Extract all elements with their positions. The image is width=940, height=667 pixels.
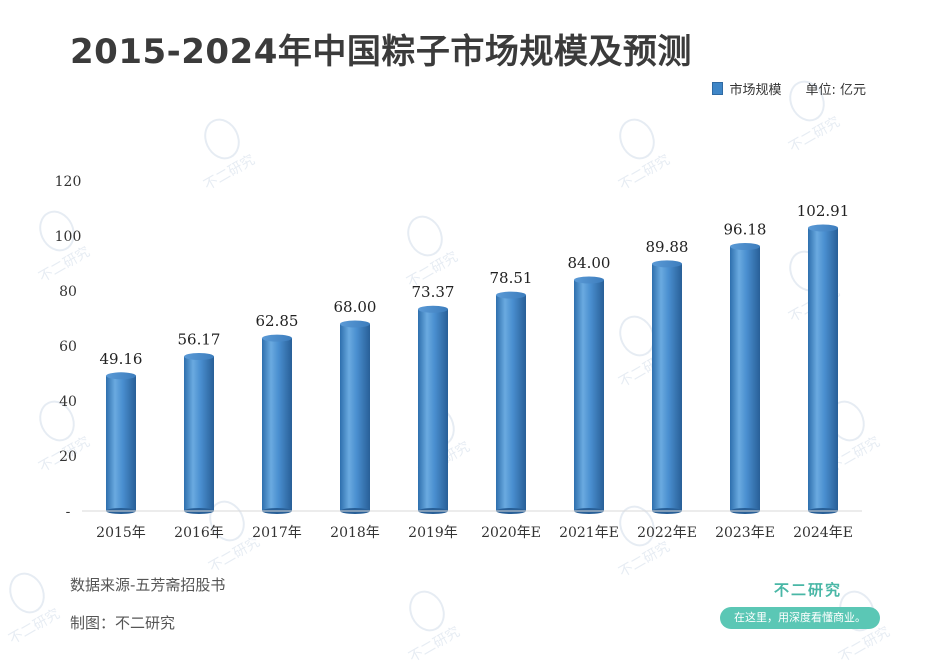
bar-group: 84.00 bbox=[568, 254, 611, 514]
x-tick-label: 2019年 bbox=[408, 525, 458, 541]
bar-value-label: 84.00 bbox=[568, 254, 611, 272]
y-tick-label: 60 bbox=[59, 339, 77, 355]
bar-cap bbox=[808, 224, 838, 232]
y-tick-label: 80 bbox=[59, 284, 77, 300]
bar-cap bbox=[340, 320, 370, 328]
bar-cap bbox=[496, 291, 526, 299]
x-tick-label: 2018年 bbox=[330, 525, 380, 541]
watermark-text: 不二研究 bbox=[6, 605, 63, 648]
bar-group: 56.17 bbox=[178, 331, 221, 514]
bar-group: 96.18 bbox=[724, 221, 767, 514]
y-tick-label: 40 bbox=[59, 394, 77, 410]
bar-value-label: 96.18 bbox=[724, 221, 767, 239]
y-tick-label: 100 bbox=[55, 229, 82, 245]
data-source-note: 数据来源-五芳斋招股书 bbox=[70, 576, 226, 594]
bar-cap bbox=[418, 305, 448, 313]
bar-value-label: 102.91 bbox=[797, 202, 850, 220]
bar-cap bbox=[106, 372, 136, 380]
x-tick-label: 2016年 bbox=[174, 525, 224, 541]
bar bbox=[262, 338, 292, 511]
bar-chart: - 20 40 60 80 100 120 49.16 56.17 62.85 68.00 73.3… bbox=[55, 174, 862, 541]
bar bbox=[808, 227, 838, 511]
watermark: 不二研究 bbox=[402, 584, 463, 666]
bar-value-label: 49.16 bbox=[100, 350, 143, 368]
bar-value-label: 62.85 bbox=[256, 312, 299, 330]
bar bbox=[418, 309, 448, 511]
legend-swatch bbox=[712, 82, 724, 95]
x-tick-label: 2023年E bbox=[715, 525, 775, 541]
x-tick-label: 2017年 bbox=[252, 525, 302, 541]
bar-value-label: 73.37 bbox=[412, 283, 455, 301]
x-tick-label: 2024年E bbox=[793, 525, 853, 541]
watermark-logo-icon bbox=[2, 566, 52, 620]
bar-value-label: 56.17 bbox=[178, 331, 221, 349]
chart-area: - 20 40 60 80 100 120 49.16 56.17 62.85 68.00 73.3… bbox=[0, 150, 940, 554]
legend-series-label: 市场规模 bbox=[729, 83, 782, 98]
bars: 49.16 56.17 62.85 68.00 73.37 78.51 84.00 89.88… bbox=[100, 202, 850, 514]
bar-cap bbox=[262, 334, 292, 342]
brand-badge: 不二研究 在这里，用深度看懂商业。 bbox=[710, 579, 880, 629]
bar-value-label: 78.51 bbox=[490, 269, 533, 287]
bar-group: 49.16 bbox=[100, 350, 143, 514]
x-axis: 2015年 2016年 2017年 2018年 2019年 2020年E 2021年E 202… bbox=[82, 510, 862, 541]
bar bbox=[652, 263, 682, 511]
bar bbox=[106, 375, 136, 511]
bar-group: 78.51 bbox=[490, 269, 533, 514]
watermark: 不二研究 bbox=[2, 566, 63, 648]
bar-value-label: 89.88 bbox=[646, 238, 689, 256]
bar-group: 89.88 bbox=[646, 238, 689, 514]
bar-group: 102.91 bbox=[797, 202, 850, 514]
x-tick-label: 2021年E bbox=[559, 525, 619, 541]
bar-group: 73.37 bbox=[412, 283, 455, 514]
x-tick-label: 2022年E bbox=[637, 525, 697, 541]
legend: 市场规模 单位: 亿元 bbox=[712, 79, 866, 98]
y-tick-label: - bbox=[66, 504, 71, 520]
bar-value-label: 68.00 bbox=[334, 298, 377, 316]
x-tick-label: 2020年E bbox=[481, 525, 541, 541]
y-tick-label: 120 bbox=[55, 174, 82, 190]
bar bbox=[184, 356, 214, 511]
bar-group: 68.00 bbox=[334, 298, 377, 514]
author-note: 制图：不二研究 bbox=[70, 614, 176, 632]
bar-cap bbox=[184, 353, 214, 361]
bar bbox=[574, 280, 604, 511]
bar bbox=[496, 295, 526, 511]
y-tick-label: 20 bbox=[59, 449, 77, 465]
x-tick-label: 2015年 bbox=[96, 525, 146, 541]
bar bbox=[340, 324, 370, 511]
brand-name: 不二研究 bbox=[773, 581, 842, 599]
brand-slogan: 在这里，用深度看懂商业。 bbox=[720, 607, 880, 629]
page-title: 2015-2024年中国粽子市场规模及预测 bbox=[70, 32, 692, 72]
bar-group: 62.85 bbox=[256, 312, 299, 514]
bar-cap bbox=[574, 276, 604, 284]
watermark-text: 不二研究 bbox=[406, 623, 463, 666]
y-axis: - 20 40 60 80 100 120 bbox=[55, 174, 82, 520]
legend-unit-label: 单位: 亿元 bbox=[805, 83, 866, 98]
watermark-logo-icon bbox=[402, 584, 452, 638]
bar-cap bbox=[730, 243, 760, 251]
bar-cap bbox=[652, 260, 682, 268]
bar bbox=[730, 246, 760, 511]
